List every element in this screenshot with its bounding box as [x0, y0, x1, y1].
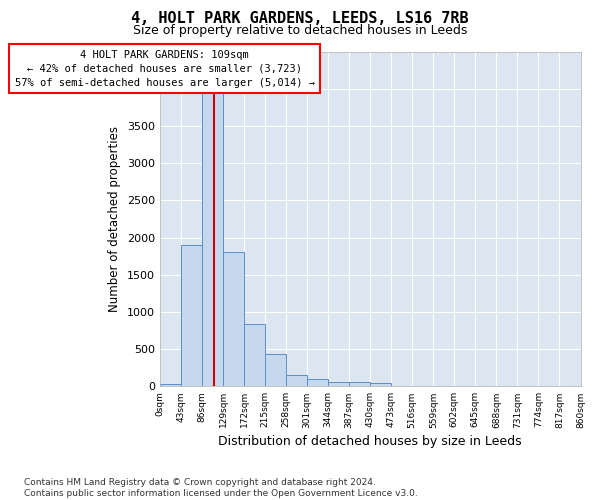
Bar: [244, 324, 265, 386]
Bar: [181, 245, 202, 386]
Text: Size of property relative to detached houses in Leeds: Size of property relative to detached ho…: [133, 24, 467, 37]
Text: Contains HM Land Registry data © Crown copyright and database right 2024.
Contai: Contains HM Land Registry data © Crown c…: [24, 478, 418, 498]
Bar: [202, 53, 223, 386]
Bar: [223, 252, 244, 386]
Bar: [265, 354, 286, 386]
Bar: [160, 384, 181, 386]
Bar: [349, 382, 370, 386]
X-axis label: Distribution of detached houses by size in Leeds: Distribution of detached houses by size …: [218, 434, 522, 448]
Text: 4 HOLT PARK GARDENS: 109sqm
← 42% of detached houses are smaller (3,723)
57% of : 4 HOLT PARK GARDENS: 109sqm ← 42% of det…: [14, 50, 314, 88]
Bar: [328, 382, 349, 386]
Text: 4, HOLT PARK GARDENS, LEEDS, LS16 7RB: 4, HOLT PARK GARDENS, LEEDS, LS16 7RB: [131, 11, 469, 26]
Bar: [370, 383, 391, 386]
Y-axis label: Number of detached properties: Number of detached properties: [109, 126, 121, 312]
Bar: [286, 375, 307, 386]
Bar: [307, 380, 328, 386]
